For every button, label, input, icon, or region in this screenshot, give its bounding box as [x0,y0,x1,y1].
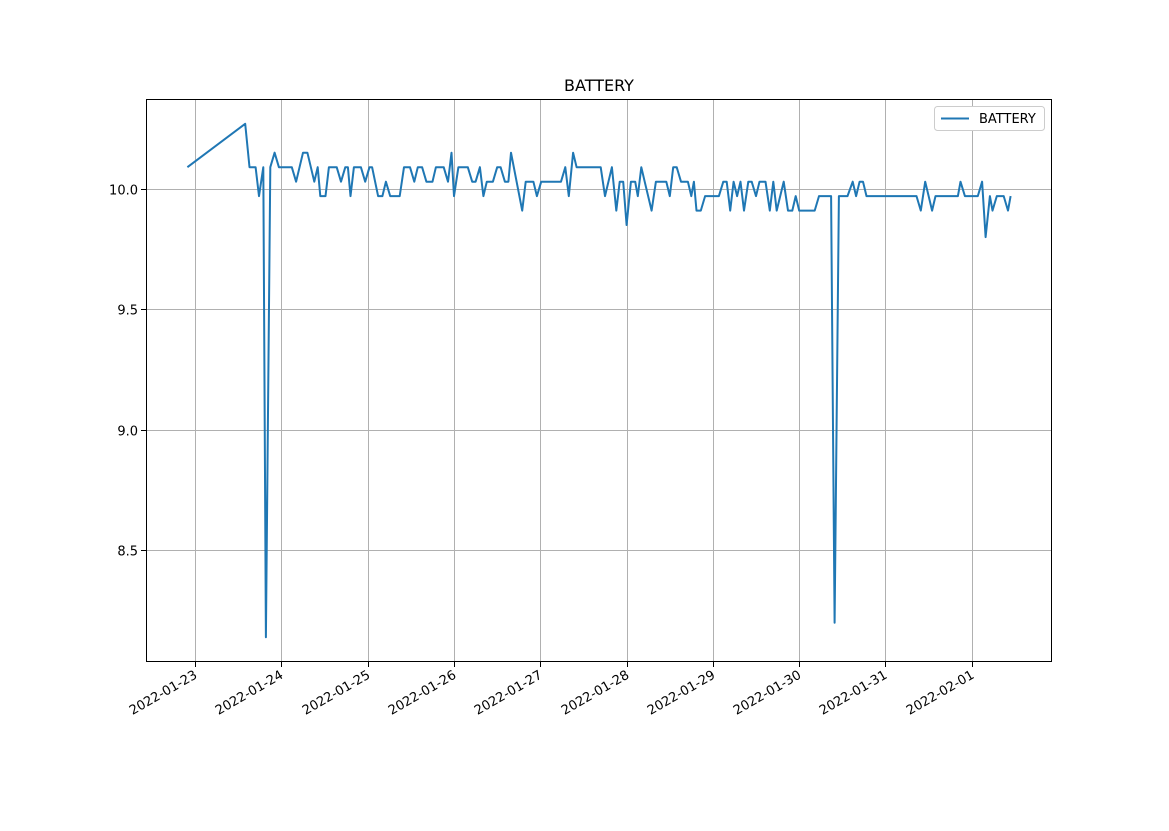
legend: BATTERY [934,106,1045,131]
y-tick-label: 9.0 [117,425,138,440]
plot-frame [146,99,1052,662]
series-line-battery [186,122,1012,639]
chart-title: BATTERY [564,76,634,95]
grid [146,99,1052,662]
y-tick-label: 9.5 [117,304,138,319]
legend-box [934,106,1045,131]
y-tick-label: 8.5 [117,545,138,560]
y-tick-label: 10.0 [109,184,138,199]
legend-label-battery: BATTERY [979,112,1036,127]
